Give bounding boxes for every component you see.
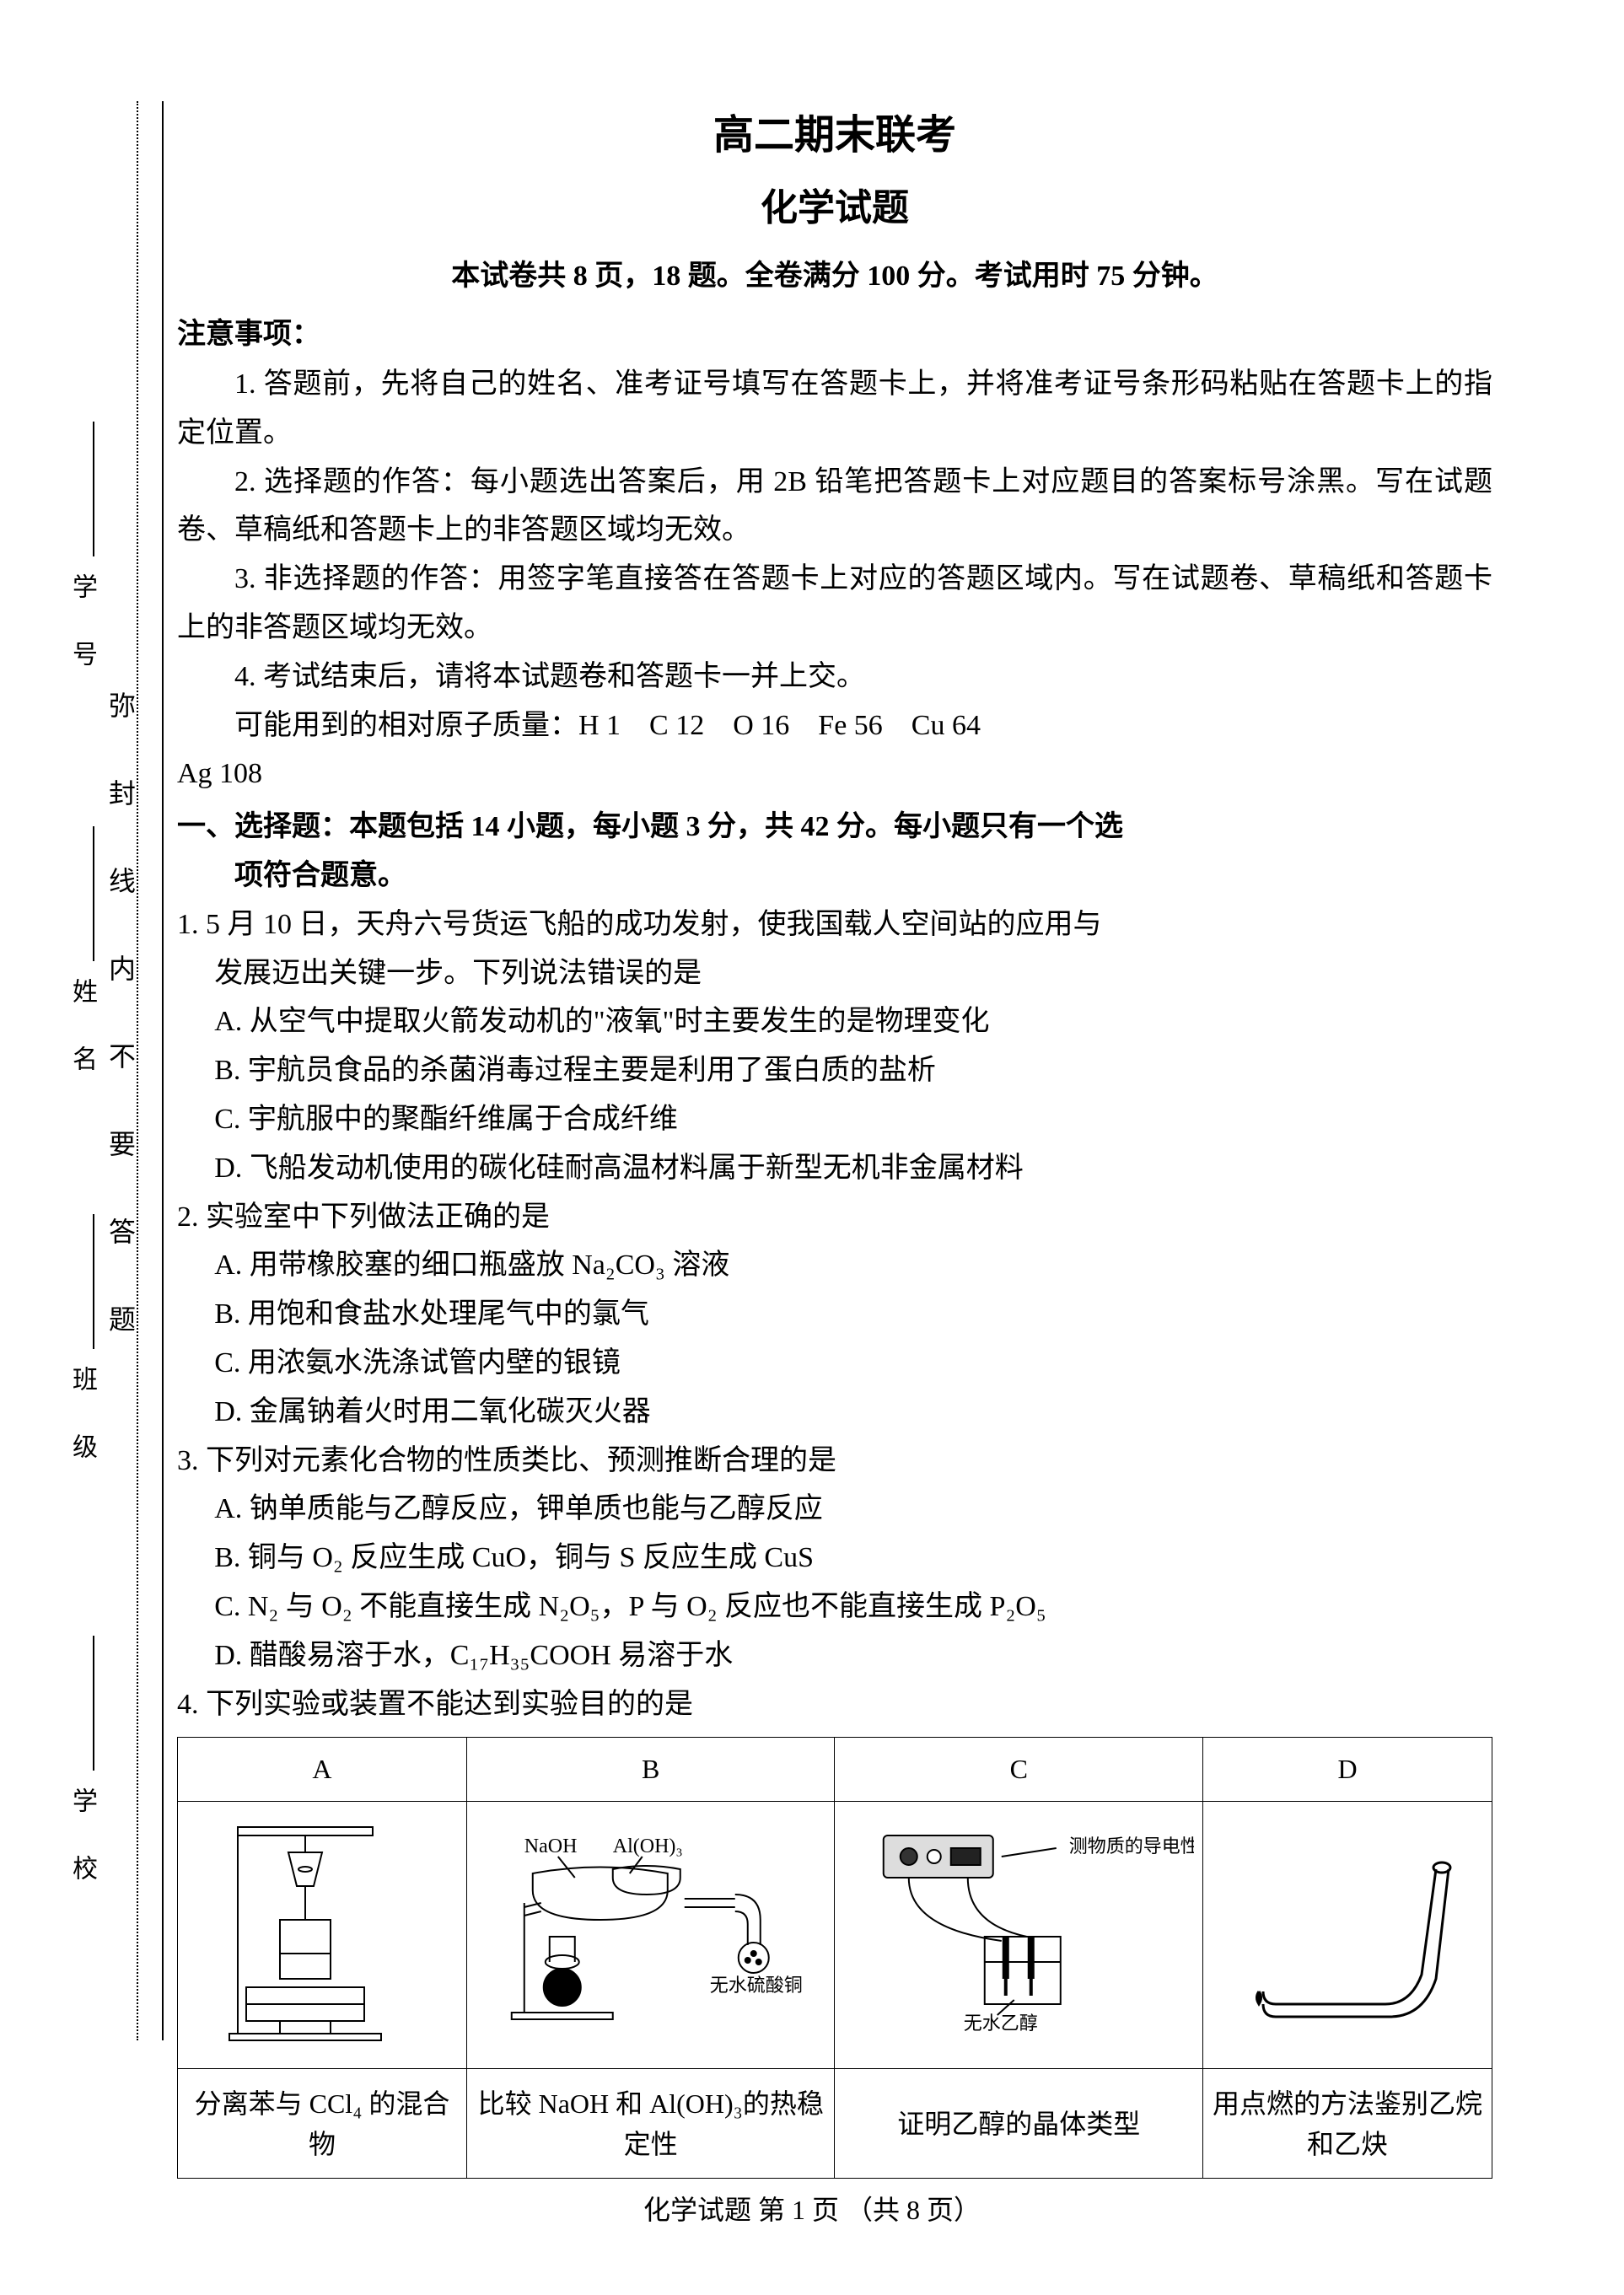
- q1-option-d: D. 飞船发动机使用的碳化硅耐高温材料属于新型无机非金属材料: [177, 1144, 1492, 1193]
- svg-text:测物质的导电性: 测物质的导电性: [1069, 1835, 1194, 1857]
- exam-info: 本试卷共 8 页，18 题。全卷满分 100 分。考试用时 75 分钟。: [177, 252, 1492, 293]
- binding-sidebar: 学 校 班 级 姓 名 学 号 弥 封 线 内 不 要 答 题: [93, 101, 169, 2091]
- svg-text:无水硫酸铜: 无水硫酸铜: [710, 1975, 803, 1996]
- sidebar-line: [162, 101, 164, 2040]
- seal-text: 弥 封 线 内 不 要 答 题: [101, 691, 140, 1349]
- conductivity-icon: 测物质的导电性 无水乙醇: [843, 1810, 1194, 2046]
- label-id: 学 号: [63, 573, 100, 675]
- apparatus-c: 测物质的导电性 无水乙醇: [835, 1801, 1203, 2068]
- desc-d: 用点燃的方法鉴别乙烷和乙炔: [1203, 2069, 1492, 2179]
- q3-option-c: C. N₂ 与 O₂ 不能直接生成 N₂O₅，P 与 O₂ 反应也不能直接生成 …: [177, 1583, 1492, 1631]
- section-1-title-2: 项符合题意。: [177, 852, 1492, 900]
- q3-option-a: A. 钠单质能与乙醇反应，钾单质也能与乙醇反应: [177, 1485, 1492, 1534]
- apparatus-d: [1203, 1801, 1492, 2068]
- svg-text:NaOH: NaOH: [524, 1835, 578, 1857]
- q2-option-c: C. 用浓氨水洗涤试管内壁的银镜: [177, 1339, 1492, 1388]
- svg-text:无水乙醇: 无水乙醇: [964, 2013, 1038, 2034]
- header-a: A: [178, 1738, 467, 1801]
- note-2: 2. 选择题的作答：每小题选出答案后，用 2B 铅笔把答题卡上对应题目的答案标号…: [177, 458, 1492, 556]
- svg-text:Al(OH)₃: Al(OH)₃: [613, 1835, 683, 1857]
- desc-a: 分离苯与 CCl₄ 的混合物: [178, 2069, 467, 2179]
- q1-text: 1. 5 月 10 日，天舟六号货运飞船的成功发射，使我国载人空间站的应用与: [177, 900, 1492, 949]
- section-1-title-1: 一、选择题：本题包括 14 小题，每小题 3 分，共 42 分。每小题只有一个选: [177, 803, 1492, 852]
- q4-text: 4. 下列实验或装置不能达到实验目的的是: [177, 1680, 1492, 1729]
- q1-option-c: C. 宇航服中的聚酯纤维属于合成纤维: [177, 1095, 1492, 1144]
- line-id: [93, 422, 94, 556]
- glass-tube-icon: [1212, 1810, 1483, 2046]
- atomic-mass-1: 可能用到的相对原子质量：H 1 C 12 O 16 Fe 56 Cu 64: [177, 701, 1492, 750]
- note-1: 1. 答题前，先将自己的姓名、准考证号填写在答题卡上，并将准考证号条形码粘贴在答…: [177, 360, 1492, 458]
- q3-text: 3. 下列对元素化合物的性质类比、预测推断合理的是: [177, 1437, 1492, 1486]
- q2-text: 2. 实验室中下列做法正确的是: [177, 1193, 1492, 1242]
- apparatus-a: [178, 1801, 467, 2068]
- note-4: 4. 考试结束后，请将本试题卷和答题卡一并上交。: [177, 653, 1492, 701]
- question-1: 1. 5 月 10 日，天舟六号货运飞船的成功发射，使我国载人空间站的应用与 发…: [177, 900, 1492, 1193]
- header-d: D: [1203, 1738, 1492, 1801]
- label-name: 姓 名: [63, 978, 100, 1079]
- header-c: C: [835, 1738, 1203, 1801]
- q2-option-d: D. 金属钠着火时用二氧化碳灭火器: [177, 1388, 1492, 1437]
- question-4: 4. 下列实验或装置不能达到实验目的的是 A B C D: [177, 1680, 1492, 2179]
- atomic-mass-2: Ag 108: [177, 750, 1492, 798]
- apparatus-b: NaOH Al(OH)₃: [466, 1801, 835, 2068]
- line-class: [93, 1214, 94, 1349]
- label-school: 学 校: [63, 1787, 100, 1889]
- exam-subtitle: 化学试题: [177, 177, 1492, 231]
- exam-title: 高二期末联考: [177, 101, 1492, 160]
- experiment-table: A B C D: [177, 1737, 1492, 2179]
- line-name: [93, 826, 94, 961]
- q3-option-d: D. 醋酸易溶于水，C₁₇H₃₅COOH 易溶于水: [177, 1631, 1492, 1680]
- q2-option-b: B. 用饱和食盐水处理尾气中的氯气: [177, 1290, 1492, 1339]
- q1-cont: 发展迈出关键一步。下列说法错误的是: [177, 949, 1492, 998]
- page-footer: 化学试题 第 1 页 （共 8 页）: [0, 2189, 1624, 2228]
- q1-option-a: A. 从空气中提取火箭发动机的"液氧"时主要发生的是物理变化: [177, 997, 1492, 1046]
- distillation-icon: [186, 1810, 458, 2046]
- line-school: [93, 1636, 94, 1771]
- q3-option-b: B. 铜与 O₂ 反应生成 CuO，铜与 S 反应生成 CuS: [177, 1534, 1492, 1583]
- desc-b: 比较 NaOH 和 Al(OH)₃的热稳定性: [466, 2069, 835, 2179]
- q2-option-a: A. 用带橡胶塞的细口瓶盛放 Na₂CO₃ 溶液: [177, 1241, 1492, 1290]
- header-b: B: [466, 1738, 835, 1801]
- note-3: 3. 非选择题的作答：用签字笔直接答在答题卡上对应的答题区域内。写在试题卷、草稿…: [177, 555, 1492, 653]
- desc-c: 证明乙醇的晶体类型: [835, 2069, 1203, 2179]
- page-content: 高二期末联考 化学试题 本试卷共 8 页，18 题。全卷满分 100 分。考试用…: [177, 101, 1492, 2179]
- q1-option-b: B. 宇航员食品的杀菌消毒过程主要是利用了蛋白质的盐析: [177, 1046, 1492, 1095]
- question-2: 2. 实验室中下列做法正确的是 A. 用带橡胶塞的细口瓶盛放 Na₂CO₃ 溶液…: [177, 1193, 1492, 1437]
- heating-comparison-icon: NaOH Al(OH)₃: [476, 1810, 826, 2046]
- label-class: 班 级: [63, 1366, 100, 1467]
- question-3: 3. 下列对元素化合物的性质类比、预测推断合理的是 A. 钠单质能与乙醇反应，钾…: [177, 1437, 1492, 1680]
- notes-title: 注意事项：: [177, 310, 1492, 352]
